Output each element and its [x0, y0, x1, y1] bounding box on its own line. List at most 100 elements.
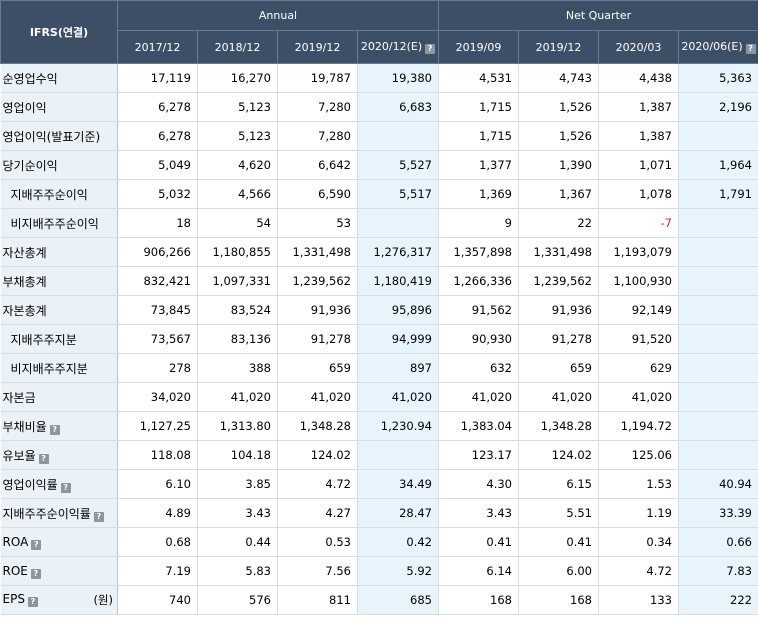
question-icon[interactable]: ?	[38, 453, 49, 464]
unit-label: (원)	[93, 593, 113, 607]
value-cell: 1,964	[678, 150, 758, 180]
value-cell: 7,280	[277, 92, 358, 122]
value-cell: 168	[518, 585, 599, 615]
value-cell: 388	[197, 353, 278, 383]
row-label-cell: 부채총계	[0, 266, 118, 296]
value-cell: 1,715	[438, 121, 519, 151]
table-row: 영업이익 6,278 5,123 7,280 6,683 1,715 1,526 1,387 2…	[0, 92, 758, 122]
value-cell: 1,387	[598, 92, 679, 122]
value-cell: 6.10	[117, 469, 198, 499]
row-label-cell: 영업이익	[0, 92, 118, 122]
row-label: 지배주주순이익	[10, 187, 88, 202]
value-cell: 5,123	[197, 92, 278, 122]
question-icon[interactable]: ?	[93, 511, 104, 522]
value-cell: 6.14	[438, 556, 519, 586]
question-icon[interactable]: ?	[31, 539, 42, 550]
value-cell: 6.00	[518, 556, 599, 586]
value-cell: 41,020	[438, 382, 519, 412]
value-cell: 91,562	[438, 295, 519, 325]
value-cell: 1,791	[678, 179, 758, 209]
value-cell: 9	[438, 208, 519, 238]
value-cell: 1,071	[598, 150, 679, 180]
value-cell	[678, 237, 758, 267]
row-label: 부채총계	[2, 274, 47, 289]
row-label-cell: 유보율?	[0, 440, 118, 470]
value-cell	[357, 208, 439, 238]
value-cell: 28.47	[357, 498, 439, 528]
value-cell: 1,715	[438, 92, 519, 122]
column-header-6: 2019/12	[518, 30, 599, 64]
column-header-label: 2017/12	[134, 40, 181, 54]
value-cell: 5.51	[518, 498, 599, 528]
value-cell: 1,194.72	[598, 411, 679, 441]
value-cell	[678, 295, 758, 325]
question-icon[interactable]: ?	[60, 482, 71, 493]
table-row: ROE? 7.19 5.83 7.56 5.92 6.14 6.00 4.72 7.83	[0, 556, 758, 586]
value-cell: 5.92	[357, 556, 439, 586]
value-cell: 5,363	[678, 63, 758, 93]
row-label: 지배주주지분	[10, 332, 77, 347]
question-icon[interactable]: ?	[27, 597, 38, 607]
value-cell: 6,683	[357, 92, 439, 122]
value-cell: 91,520	[598, 324, 679, 354]
value-cell: 4,531	[438, 63, 519, 93]
value-cell: 2,196	[678, 92, 758, 122]
value-cell: 5,527	[357, 150, 439, 180]
question-icon[interactable]: ?	[425, 44, 436, 54]
value-cell: 41,020	[197, 382, 278, 412]
table-row: 지배주주지분 73,567 83,136 91,278 94,999 90,930 91,2…	[0, 324, 758, 354]
value-cell: 19,787	[277, 63, 358, 93]
value-cell: 1,526	[518, 121, 599, 151]
value-cell: 6.15	[518, 469, 599, 499]
value-cell: 1,313.80	[197, 411, 278, 441]
value-cell: 1,266,336	[438, 266, 519, 296]
value-cell: 3.85	[197, 469, 278, 499]
value-cell: 278	[117, 353, 198, 383]
value-cell: 576	[197, 585, 278, 615]
table-row: 자본금 34,020 41,020 41,020 41,020 41,020 41,020 4…	[0, 382, 758, 412]
value-cell: 6,590	[277, 179, 358, 209]
value-cell: 90,930	[438, 324, 519, 354]
value-cell: 0.44	[197, 527, 278, 557]
value-cell: 41,020	[598, 382, 679, 412]
column-header-label: 2020/06(E)	[681, 40, 743, 53]
row-label: 비지배주주지분	[10, 361, 88, 376]
column-header-7: 2020/03	[598, 30, 679, 64]
question-icon[interactable]: ?	[49, 424, 60, 435]
value-cell: -7	[598, 208, 679, 238]
row-label-cell: 당기순이익	[0, 150, 118, 180]
value-cell	[678, 208, 758, 238]
table-row: 당기순이익 5,049 4,620 6,642 5,527 1,377 1,390 1,071…	[0, 150, 758, 180]
table-row: ROA? 0.68 0.44 0.53 0.42 0.41 0.41 0.34 0.66	[0, 527, 758, 557]
table-row: 부채비율? 1,127.25 1,313.80 1,348.28 1,230.94 1,3…	[0, 411, 758, 441]
value-cell: 124.02	[518, 440, 599, 470]
value-cell: 4,743	[518, 63, 599, 93]
value-cell: 4.72	[277, 469, 358, 499]
row-label-cell: 비지배주주지분	[0, 353, 118, 383]
column-header-3: 2019/12	[277, 30, 358, 64]
value-cell: 1,100,930	[598, 266, 679, 296]
value-cell: 4.89	[117, 498, 198, 528]
table-row: 유보율? 118.08 104.18 124.02 123.17 124.02 125.06	[0, 440, 758, 470]
value-cell: 91,936	[277, 295, 358, 325]
value-cell: 1,383.04	[438, 411, 519, 441]
value-cell: 1,377	[438, 150, 519, 180]
value-cell: 1,276,317	[357, 237, 439, 267]
value-cell	[678, 121, 758, 151]
question-icon[interactable]: ?	[30, 568, 41, 579]
value-cell: 133	[598, 585, 679, 615]
value-cell: 1.53	[598, 469, 679, 499]
value-cell: 91,278	[518, 324, 599, 354]
value-cell: 1,369	[438, 179, 519, 209]
column-header-8: 2020/06(E)?	[678, 30, 758, 64]
table-row: EPS? (원) 740 576 811 685 168 168 133 222	[0, 585, 758, 615]
row-label: 지배주주순이익률	[2, 506, 91, 521]
value-cell: 1,180,855	[197, 237, 278, 267]
row-label: 영업이익	[2, 100, 47, 115]
value-cell: 1,239,562	[518, 266, 599, 296]
value-cell: 41,020	[357, 382, 439, 412]
value-cell: 92,149	[598, 295, 679, 325]
value-cell: 1,331,498	[277, 237, 358, 267]
question-icon[interactable]: ?	[745, 44, 756, 54]
value-cell: 832,421	[117, 266, 198, 296]
